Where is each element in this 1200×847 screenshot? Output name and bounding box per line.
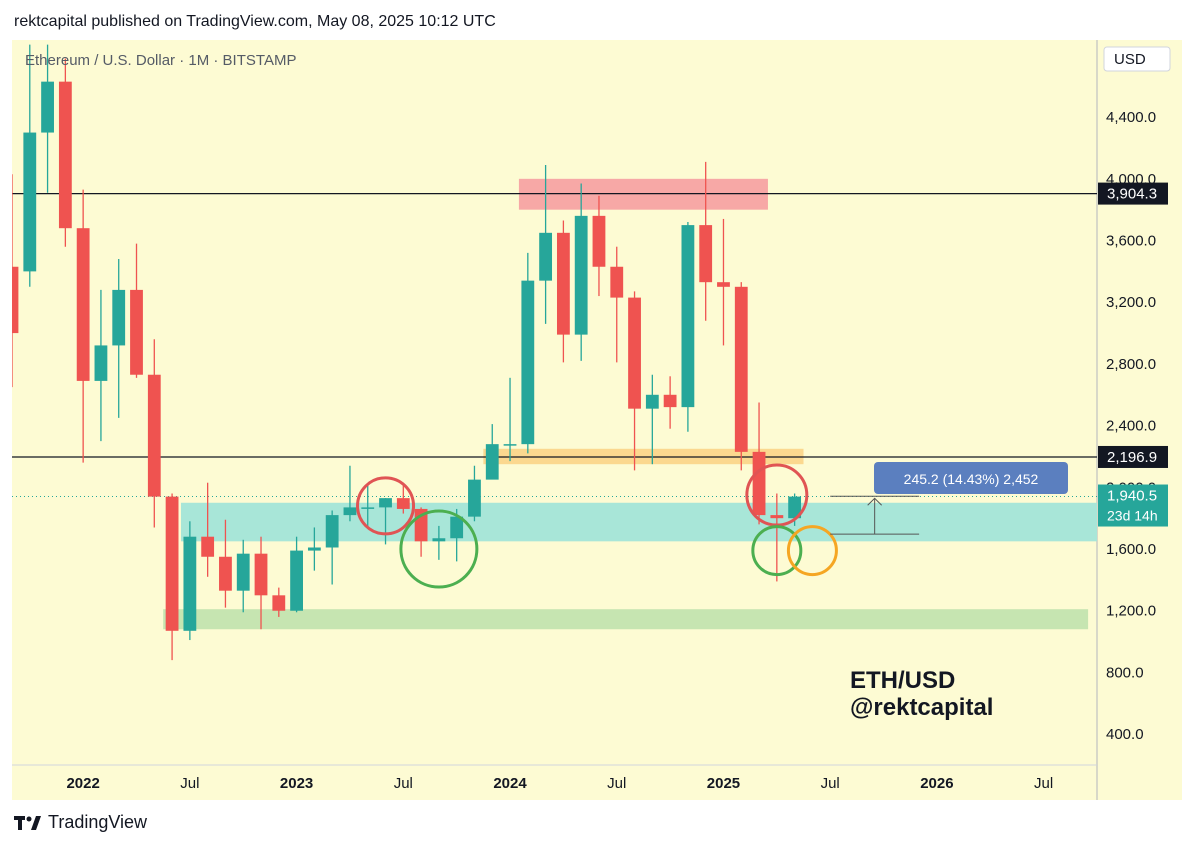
candle-body [41,81,54,133]
candle-body [645,394,659,409]
candle-body [699,225,713,283]
candle-body [254,553,268,596]
chart-frame[interactable]: 245.2 (14.43%) 2,452 Ethereum / U.S. Doll… [11,40,1182,800]
support-zone [180,502,1097,542]
candle-body [130,289,143,375]
candle-body [521,280,535,445]
candle-body [361,507,375,509]
x-tick-label: Jul [607,775,626,792]
current-price-label: 1,940.5 [1107,488,1157,505]
candle-body [94,345,108,381]
candle-body [752,451,766,516]
candle-body [165,496,179,631]
candle-body [58,81,72,229]
candle-body [325,515,339,548]
price-chart[interactable]: 245.2 (14.43%) 2,452 Ethereum / U.S. Doll… [11,40,1182,800]
time-scale-background [12,765,1097,800]
x-tick-label: 2026 [920,775,953,792]
x-tick-label: Jul [1034,775,1053,792]
candle-body [147,374,161,497]
price-line-badge-0 [1098,182,1168,205]
candle-body [23,132,37,272]
measure-label-box [874,462,1068,494]
candle-body [76,228,90,381]
currency-label: USD [1114,51,1146,68]
candle-body [574,215,588,335]
y-tick-label: 400.0 [1106,726,1144,743]
tradingview-logo-icon [14,814,42,832]
highlight-circle [751,525,803,577]
candle-body [379,498,392,508]
annotation-line1: ETH/USD [850,667,955,694]
y-tick-label: 2,800.0 [1106,356,1156,373]
y-tick-label: 4,400.0 [1106,109,1156,126]
candle-body [12,266,19,334]
y-tick-label: 1,600.0 [1106,541,1156,558]
candle-body [272,595,286,611]
countdown-label: 23d 14h [1107,508,1158,524]
y-tick-label: 1,200.0 [1106,603,1156,620]
candle-body [468,479,481,517]
candle-body [539,232,553,281]
y-tick-label: 2,400.0 [1106,418,1156,435]
candle-body [450,516,464,539]
footer-brand-label: TradingView [48,812,148,832]
x-tick-label: 2025 [707,775,740,792]
candle-body [503,444,517,446]
candle-body [183,536,197,631]
chart-title: Ethereum / U.S. Dollar · 1M · BITSTAMP [25,52,296,69]
candle-body [788,496,802,519]
price-line-label-1: 2,196.9 [1107,449,1157,466]
highlight-circle [399,509,479,589]
highlight-circle [356,476,416,536]
highlight-circle [786,525,838,577]
x-tick-label: Jul [821,775,840,792]
candle-body [396,498,410,509]
base-zone [163,609,1089,630]
plot-background [12,40,1097,765]
highlight-circle [745,463,809,527]
currency-box [1103,46,1171,72]
resistance-zone [518,178,768,210]
annotation-line2: @rektcapital [850,694,993,721]
y-tick-label: 3,200.0 [1106,294,1156,311]
price-scale-background [1097,40,1182,800]
x-tick-label: Jul [180,775,199,792]
candle-body [770,515,784,519]
candle-body [112,289,126,346]
current-price-badge [1098,484,1168,527]
candle-body [201,536,215,557]
candle-body [290,550,303,611]
candle-body [717,282,730,287]
y-tick-label: 800.0 [1106,664,1144,681]
candle-body [734,286,748,452]
candle-body [307,547,321,551]
candle-body [556,232,570,335]
price-line-label-0: 3,904.3 [1107,186,1157,203]
footer-brand: TradingView [14,812,147,833]
candle-body [681,225,695,408]
candle-body [485,444,499,480]
candle-body [219,556,232,591]
measure-label: 245.2 (14.43%) 2,452 [904,471,1039,487]
x-tick-label: 2024 [493,775,527,792]
measure-arrow-head [867,497,883,506]
candle-body [628,297,641,409]
candle-body [663,394,677,408]
candle-body [592,215,606,267]
x-tick-label: 2023 [280,775,313,792]
candle-body [343,507,357,516]
x-tick-label: Jul [394,775,413,792]
candle-body [236,553,250,591]
y-tick-label: 3,600.0 [1106,233,1156,250]
header-text: rektcapital published on TradingView.com… [14,13,496,30]
price-line-badge-1 [1098,445,1168,468]
candle-body [432,538,446,542]
x-tick-label: 2022 [66,775,99,792]
candle-body [610,266,624,298]
